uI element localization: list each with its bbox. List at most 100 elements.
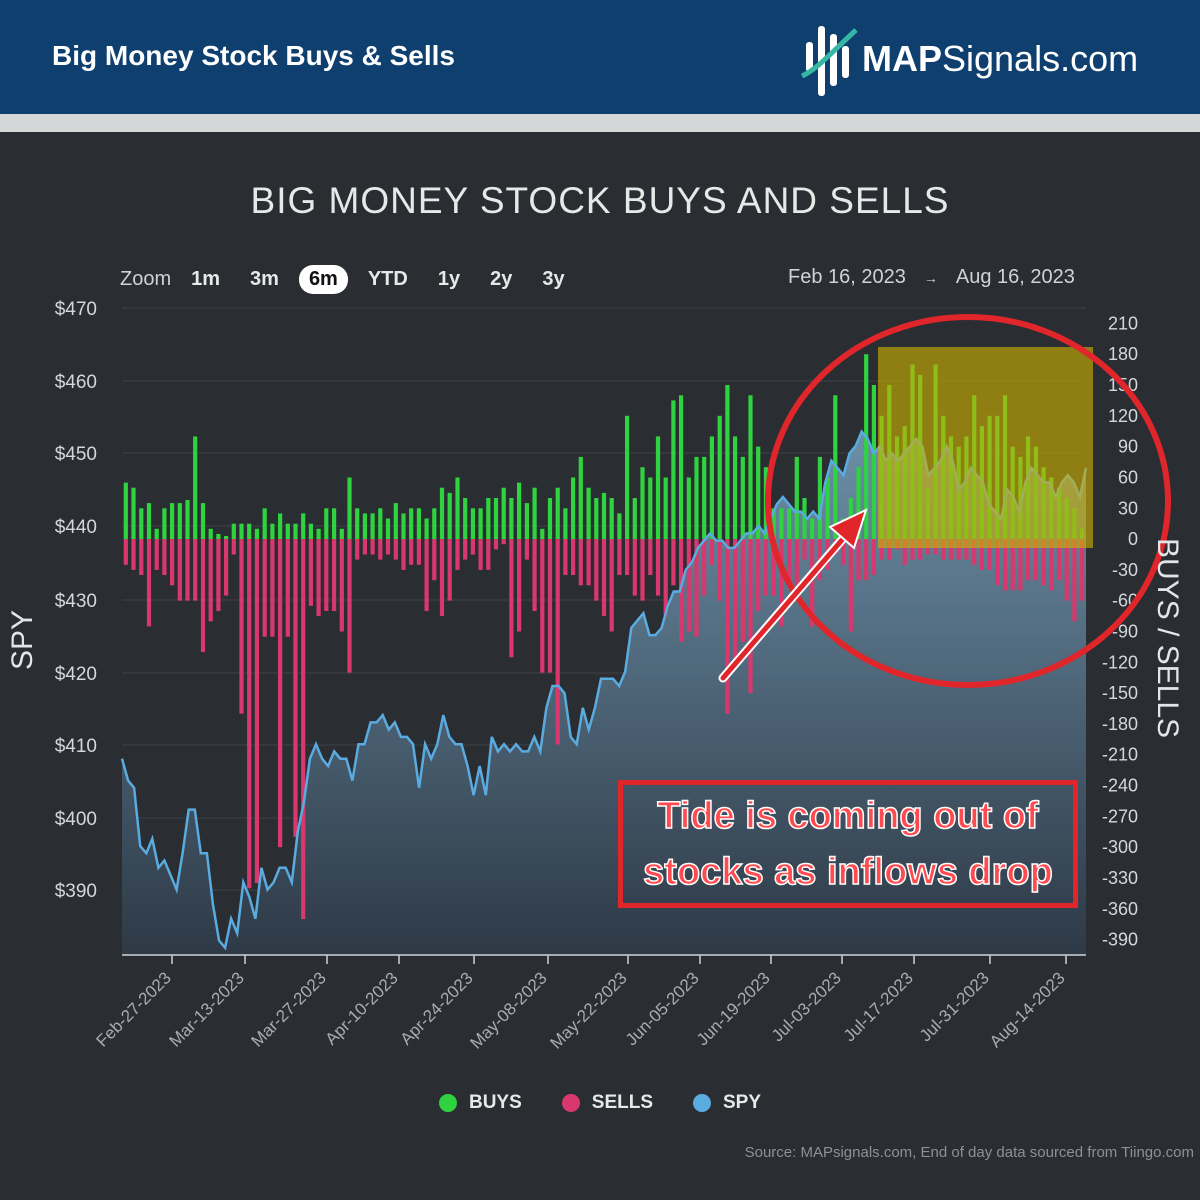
zoom-button-3y[interactable]: 3y <box>542 267 565 290</box>
sell-bar <box>254 539 259 884</box>
legend-item-buys[interactable]: BUYS <box>438 1092 522 1114</box>
buy-bar <box>324 508 329 540</box>
sell-bar <box>987 539 992 570</box>
buy-bar <box>640 467 645 540</box>
sell-bar <box>131 539 136 570</box>
buy-bar <box>154 528 159 540</box>
range-to-input[interactable]: Aug 16, 2023 <box>955 266 1075 288</box>
buy-bar <box>216 533 221 539</box>
sell-bar <box>879 539 884 560</box>
left-tick-label: $440 <box>55 517 97 538</box>
left-tick-label: $460 <box>55 372 97 393</box>
sell-bar <box>385 539 391 555</box>
zoom-button-3m[interactable]: 3m <box>250 267 279 290</box>
zoom-button-6m[interactable]: 6m <box>298 264 348 294</box>
buy-bar <box>247 523 252 540</box>
sell-bar <box>424 539 429 611</box>
buy-bar <box>424 518 429 539</box>
buy-bar <box>224 536 229 540</box>
sell-bar <box>779 539 784 627</box>
sell-bar <box>308 539 313 606</box>
zoom-button-1m[interactable]: 1m <box>191 267 221 290</box>
sell-bar <box>1049 539 1054 591</box>
sell-bar <box>902 539 907 565</box>
buy-bar <box>478 508 483 540</box>
sell-bar <box>748 539 753 694</box>
sell-bar <box>378 539 383 560</box>
sell-bar <box>524 539 529 560</box>
sell-bar <box>316 539 321 617</box>
sell-bar <box>439 539 445 617</box>
buy-bar <box>625 415 630 539</box>
sell-bar <box>447 539 452 601</box>
sell-bar <box>663 539 668 617</box>
sell-bar <box>725 539 730 714</box>
sell-bar <box>216 539 221 611</box>
x-tick-label: Jul-17-2023 <box>840 968 917 1045</box>
x-tick-label: Jun-05-2023 <box>622 968 703 1049</box>
header-title: Big Money Stock Buys & Sells <box>52 40 455 71</box>
legend-dot-sells <box>561 1094 580 1112</box>
left-tick-label: $450 <box>55 444 97 465</box>
buy-bar <box>139 508 144 540</box>
sell-bar <box>362 539 367 555</box>
buy-bar <box>794 456 799 540</box>
range-from-input[interactable]: Feb 16, 2023 <box>788 266 906 288</box>
sell-bar <box>1018 539 1023 591</box>
legend-label-spy: SPY <box>723 1092 762 1113</box>
sell-bar <box>517 539 522 632</box>
buy-bar <box>825 477 830 540</box>
buy-bar <box>123 482 128 540</box>
buy-bar <box>655 436 661 540</box>
buy-bar <box>594 498 599 540</box>
sell-bar <box>740 539 745 642</box>
sell-bar <box>416 539 421 565</box>
sell-bar <box>586 539 591 586</box>
x-tick-label: Mar-13-2023 <box>166 968 248 1050</box>
buy-bar <box>871 385 876 539</box>
right-tick-label: 90 <box>1118 437 1138 457</box>
buy-bar <box>617 513 622 540</box>
sell-bar <box>1072 539 1077 622</box>
buy-bar <box>517 482 522 540</box>
sell-bar <box>632 539 637 596</box>
left-tick-label: $390 <box>55 881 97 902</box>
sell-bar <box>455 539 460 570</box>
annotation-line-1: Tide is coming out of <box>657 794 1040 838</box>
buy-bar <box>779 508 784 540</box>
zoom-button-2y[interactable]: 2y <box>490 267 513 290</box>
sell-bar <box>956 539 961 560</box>
legend-item-spy[interactable]: SPY <box>693 1092 761 1114</box>
right-tick-label: 120 <box>1108 406 1138 426</box>
sell-bar <box>941 539 946 560</box>
buy-bar <box>262 508 267 540</box>
x-tick-label: Jul-03-2023 <box>768 968 845 1045</box>
buy-bar <box>709 436 714 540</box>
buy-bar <box>756 446 761 539</box>
annotation-box: Tide is coming out of stocks as inflows … <box>618 780 1078 908</box>
sell-bar <box>995 539 1000 586</box>
sell-bar <box>671 539 676 586</box>
sell-bar <box>509 539 514 658</box>
sell-bar <box>432 539 437 581</box>
source-note: Source: MAPsignals.com, End of day data … <box>744 1144 1194 1161</box>
date-range: Feb 16, 2023 → Aug 16, 2023 <box>788 266 1075 289</box>
sell-bar <box>972 539 977 565</box>
buy-bar <box>193 436 198 540</box>
buy-bar <box>285 523 290 540</box>
zoom-button-1y[interactable]: 1y <box>437 267 461 290</box>
x-tick-label: May-08-2023 <box>467 968 551 1052</box>
sell-bar <box>787 539 792 581</box>
sell-bar <box>239 539 244 714</box>
legend-item-sells[interactable]: SELLS <box>561 1092 653 1114</box>
right-tick-label: -300 <box>1102 837 1138 857</box>
x-tick-label: Jul-31-2023 <box>916 968 993 1045</box>
sell-bar <box>478 539 483 570</box>
sell-bar <box>247 539 252 889</box>
buy-bar <box>378 508 383 540</box>
mapsignals-logo: MAPSignals.com <box>800 20 1180 100</box>
sell-bar <box>841 539 846 565</box>
zoom-button-ytd[interactable]: YTD <box>367 267 408 290</box>
sell-bar <box>501 539 506 545</box>
sell-bar <box>177 539 182 601</box>
